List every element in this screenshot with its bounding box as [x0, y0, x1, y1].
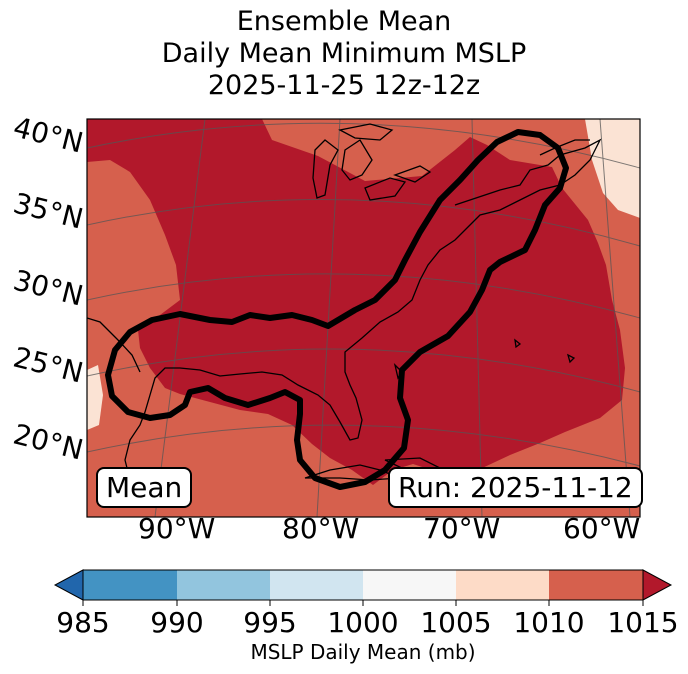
title-line-2: Daily Mean Minimum MSLP — [161, 38, 527, 69]
coastlines — [87, 123, 602, 506]
colorbar-tick-985: 985 — [56, 606, 110, 639]
lon-label-90w: 90°W — [138, 512, 216, 545]
colorbar-995-1000 — [270, 570, 363, 600]
map-frame — [86, 118, 641, 518]
graticule — [87, 119, 640, 517]
colorbar-1005-1010 — [456, 570, 549, 600]
run-date-box: Run: 2025-11-12 — [388, 467, 643, 508]
colorbar-990-995 — [177, 570, 270, 600]
colorbar-tick-990: 990 — [150, 606, 204, 639]
field-1005-1010-west — [87, 365, 103, 430]
colorbar — [53, 569, 673, 606]
mean-label-box: Mean — [96, 467, 193, 508]
colorbar-ticks — [82, 600, 644, 606]
colorbar-985-990 — [83, 570, 177, 600]
colorbar-label: MSLP Daily Mean (mb) — [250, 640, 476, 664]
colorbar-1010-1015 — [549, 570, 643, 600]
colorbar-tick-1010: 1010 — [513, 606, 585, 639]
colorbar-extend-low — [53, 569, 84, 601]
title-line-3: 2025-11-25 12z-12z — [207, 70, 481, 101]
lon-label-70w: 70°W — [423, 512, 501, 545]
colorbar-tick-995: 995 — [243, 606, 297, 639]
colorbar-tick-1000: 1000 — [327, 606, 399, 639]
lon-label-60w: 60°W — [563, 512, 641, 545]
colorbar-1000-1005 — [363, 570, 456, 600]
outline-contour — [105, 129, 569, 490]
lon-label-80w: 80°W — [282, 512, 360, 545]
title-line-1: Ensemble Mean — [236, 6, 452, 37]
colorbar-extend-high — [642, 569, 673, 601]
colorbar-tick-1015: 1015 — [607, 606, 679, 639]
colorbar-tick-1005: 1005 — [420, 606, 492, 639]
